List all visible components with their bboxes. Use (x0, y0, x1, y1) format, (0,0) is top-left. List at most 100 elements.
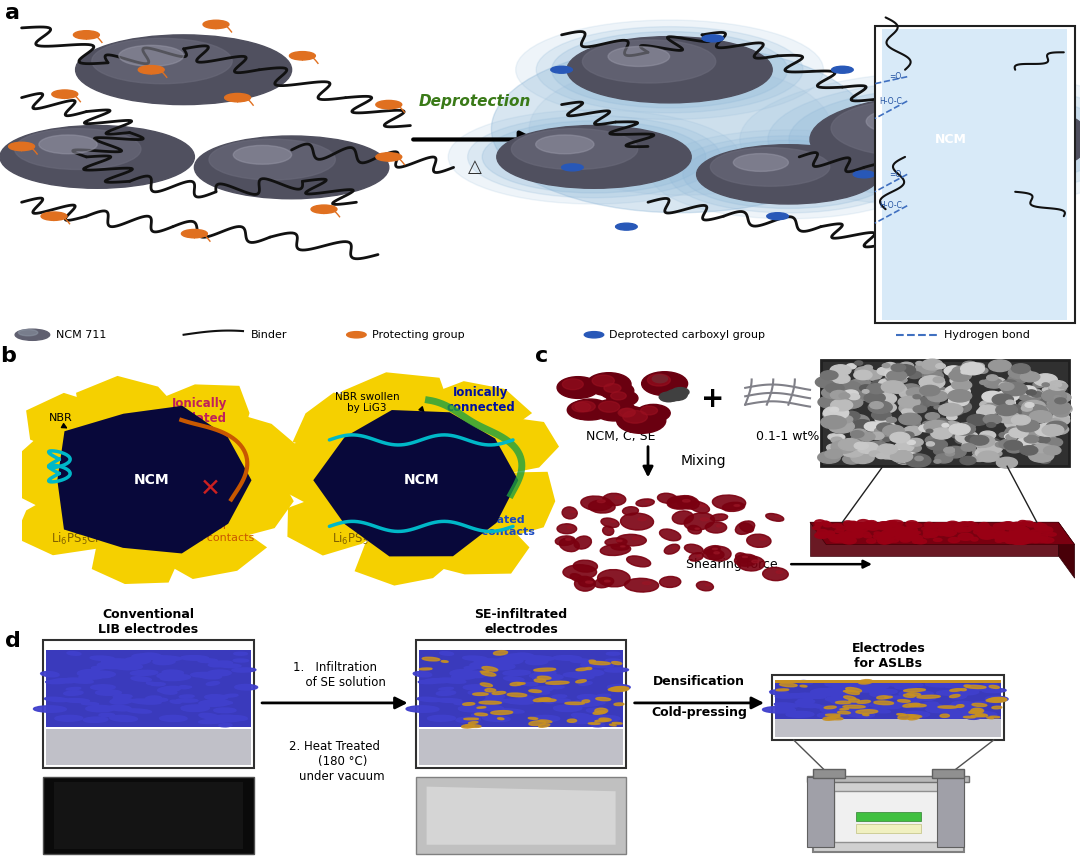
Circle shape (516, 20, 824, 120)
Circle shape (948, 390, 972, 402)
Bar (882, 28, 1067, 320)
Ellipse shape (602, 715, 620, 721)
Circle shape (962, 423, 975, 429)
Text: Poor
ionic contacts: Poor ionic contacts (177, 521, 255, 542)
Ellipse shape (889, 526, 903, 530)
Ellipse shape (605, 668, 629, 672)
Text: Facilitated
ionic contacts: Facilitated ionic contacts (448, 515, 535, 536)
Ellipse shape (847, 711, 875, 717)
Ellipse shape (90, 656, 114, 660)
Ellipse shape (981, 535, 991, 538)
Ellipse shape (874, 532, 880, 535)
Ellipse shape (573, 701, 605, 705)
Text: Protecting group: Protecting group (372, 330, 464, 340)
Ellipse shape (847, 703, 869, 709)
Circle shape (1035, 441, 1043, 445)
Ellipse shape (534, 668, 555, 672)
Circle shape (1053, 382, 1062, 387)
Ellipse shape (179, 686, 191, 689)
Ellipse shape (713, 495, 745, 510)
Ellipse shape (866, 709, 890, 713)
Ellipse shape (983, 684, 999, 687)
Ellipse shape (102, 660, 121, 665)
Bar (416, 777, 626, 854)
Ellipse shape (206, 682, 219, 685)
Circle shape (1018, 429, 1036, 438)
Ellipse shape (552, 685, 562, 689)
Ellipse shape (86, 671, 116, 678)
Ellipse shape (632, 537, 639, 540)
Ellipse shape (532, 715, 559, 722)
Ellipse shape (940, 714, 949, 717)
Ellipse shape (910, 536, 922, 540)
Ellipse shape (113, 695, 132, 698)
Circle shape (914, 406, 927, 412)
Text: H-O-C: H-O-C (879, 201, 902, 210)
Circle shape (858, 437, 869, 443)
Circle shape (885, 449, 904, 459)
Circle shape (902, 432, 914, 438)
Ellipse shape (570, 511, 576, 512)
Ellipse shape (866, 521, 877, 525)
Ellipse shape (921, 527, 930, 530)
Circle shape (978, 405, 997, 414)
Circle shape (882, 437, 890, 442)
Ellipse shape (986, 532, 994, 536)
Ellipse shape (956, 704, 964, 708)
Circle shape (859, 432, 875, 441)
Ellipse shape (880, 538, 894, 543)
Circle shape (1004, 418, 1028, 430)
Ellipse shape (915, 539, 927, 544)
Ellipse shape (1001, 532, 1008, 535)
Ellipse shape (897, 700, 910, 703)
Circle shape (834, 448, 846, 454)
Ellipse shape (127, 709, 151, 713)
Ellipse shape (826, 532, 835, 535)
Ellipse shape (864, 535, 872, 538)
Circle shape (1031, 392, 1042, 397)
Polygon shape (287, 494, 393, 555)
Ellipse shape (581, 661, 605, 666)
Ellipse shape (697, 581, 714, 591)
Circle shape (899, 452, 918, 462)
Ellipse shape (913, 540, 921, 543)
Ellipse shape (855, 531, 870, 536)
Ellipse shape (940, 526, 953, 532)
Ellipse shape (846, 524, 860, 531)
Circle shape (864, 393, 886, 403)
Circle shape (999, 432, 1009, 437)
Circle shape (847, 451, 862, 460)
Circle shape (864, 422, 881, 430)
Circle shape (971, 435, 995, 448)
Polygon shape (465, 472, 555, 540)
Ellipse shape (498, 718, 504, 720)
Polygon shape (76, 376, 178, 442)
Circle shape (1048, 401, 1054, 405)
Ellipse shape (1001, 522, 1015, 529)
Ellipse shape (700, 505, 706, 506)
Ellipse shape (85, 705, 114, 712)
Ellipse shape (878, 536, 889, 540)
Circle shape (854, 370, 872, 380)
Ellipse shape (1008, 523, 1018, 528)
Ellipse shape (613, 703, 624, 705)
Ellipse shape (969, 526, 975, 529)
Ellipse shape (903, 703, 920, 707)
Ellipse shape (571, 719, 599, 723)
Circle shape (920, 386, 940, 396)
Ellipse shape (97, 674, 111, 678)
Circle shape (584, 331, 604, 338)
Circle shape (970, 436, 989, 445)
Circle shape (1059, 386, 1066, 390)
Text: b: b (0, 346, 16, 366)
Ellipse shape (199, 714, 219, 719)
Ellipse shape (475, 713, 487, 715)
Circle shape (919, 375, 945, 389)
Ellipse shape (554, 705, 578, 709)
Ellipse shape (866, 524, 879, 530)
Circle shape (647, 375, 671, 386)
Ellipse shape (600, 518, 619, 528)
Ellipse shape (839, 532, 853, 537)
Ellipse shape (842, 537, 856, 544)
Polygon shape (422, 381, 532, 448)
